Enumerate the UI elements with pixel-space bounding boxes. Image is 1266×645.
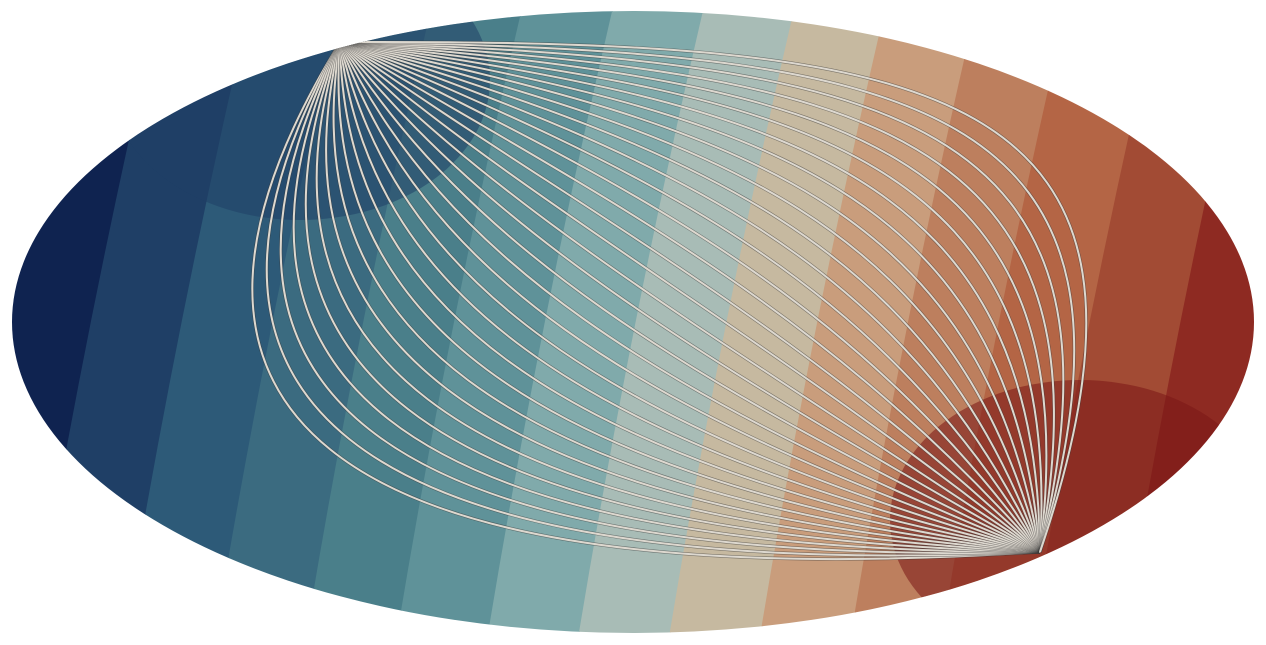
streamline (325, 41, 1041, 553)
streamline (292, 41, 1041, 554)
streamline (339, 41, 1041, 553)
streamline (339, 41, 1041, 553)
streamline (339, 41, 1043, 553)
streamline (339, 41, 1041, 553)
streamline (315, 41, 1041, 553)
streamline (279, 41, 1041, 554)
streamline (339, 41, 1041, 553)
streamline (339, 41, 1041, 553)
streamline (339, 41, 1041, 553)
streamline (339, 41, 1041, 553)
color-band-1 (12, 11, 164, 633)
streamline (339, 41, 1041, 553)
streamline (251, 41, 1041, 561)
streamline (265, 41, 1041, 557)
streamline (339, 41, 1041, 553)
streamlines (250, 40, 1088, 561)
color-band-9 (666, 11, 891, 633)
streamline (339, 41, 1041, 553)
streamline (339, 41, 1041, 553)
streamline (339, 41, 1041, 553)
streamline (339, 41, 1055, 553)
streamline (339, 41, 1041, 553)
streamline (339, 41, 1041, 553)
color-band-5 (303, 11, 527, 633)
streamline (339, 41, 1041, 553)
streamline (332, 41, 1041, 553)
streamline (339, 40, 1088, 553)
streamline (339, 41, 1065, 553)
streamline (339, 41, 1041, 553)
streamline (339, 41, 1076, 553)
streamline (304, 41, 1041, 553)
color-band-7 (484, 11, 709, 633)
color-band-8 (575, 11, 800, 633)
streamline (339, 41, 1041, 553)
streamline (339, 41, 1041, 553)
source-pole-shade (110, 11, 490, 220)
streamline (339, 41, 1041, 553)
streamline (337, 41, 1041, 553)
streamline (339, 41, 1048, 553)
